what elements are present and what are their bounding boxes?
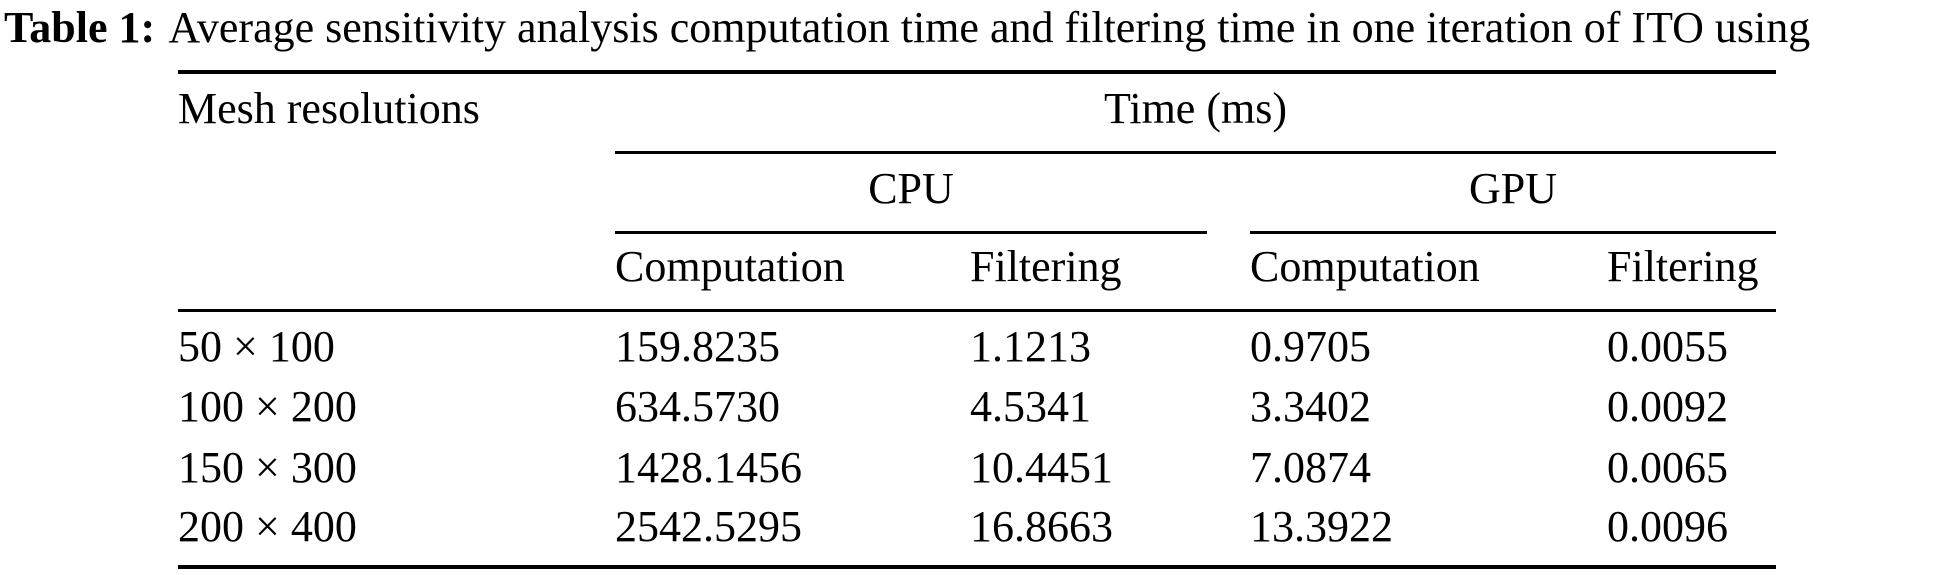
- value-cell: 16.8663: [970, 502, 1113, 551]
- value-cell: 1.1213: [970, 322, 1091, 371]
- value-cell: 0.9705: [1250, 322, 1371, 371]
- value-cell: 159.8235: [615, 322, 780, 371]
- value-cell: 0.0055: [1607, 322, 1728, 371]
- gpu-filtering-header: Filtering: [1607, 242, 1759, 291]
- mesh-cell: 150 × 300: [178, 443, 357, 492]
- value-cell: 0.0092: [1607, 382, 1728, 431]
- mesh-cell: 50 × 100: [178, 322, 335, 371]
- bottom-rule: [178, 565, 1776, 569]
- value-cell: 0.0065: [1607, 443, 1728, 492]
- value-cell: 1428.1456: [615, 443, 802, 492]
- value-cell: 7.0874: [1250, 443, 1371, 492]
- value-cell: 0.0096: [1607, 502, 1728, 551]
- value-cell: 10.4451: [970, 443, 1113, 492]
- value-cell: 634.5730: [615, 382, 780, 431]
- table-caption-label: Table 1:: [4, 3, 156, 52]
- table-caption-text: Average sensitivity analysis computation…: [168, 3, 1811, 52]
- header-separator-rule: [178, 309, 1776, 312]
- gpu-header: GPU: [1468, 164, 1558, 213]
- cpu-header: CPU: [868, 164, 954, 213]
- top-rule: [178, 70, 1776, 74]
- gpu-group-rule: [1250, 231, 1776, 234]
- value-cell: 3.3402: [1250, 382, 1371, 431]
- mesh-cell: 200 × 400: [178, 502, 357, 551]
- table-caption: Table 1: Average sensitivity analysis com…: [4, 2, 1954, 54]
- time-group-rule: [615, 151, 1776, 154]
- cpu-filtering-header: Filtering: [970, 242, 1122, 291]
- time-ms-header: Time (ms): [1104, 84, 1287, 133]
- cpu-computation-header: Computation: [615, 242, 845, 291]
- cpu-group-rule: [615, 231, 1207, 234]
- value-cell: 13.3922: [1250, 502, 1393, 551]
- value-cell: 2542.5295: [615, 502, 802, 551]
- mesh-resolutions-header: Mesh resolutions: [178, 84, 480, 133]
- gpu-computation-header: Computation: [1250, 242, 1480, 291]
- value-cell: 4.5341: [970, 382, 1091, 431]
- mesh-cell: 100 × 200: [178, 382, 357, 431]
